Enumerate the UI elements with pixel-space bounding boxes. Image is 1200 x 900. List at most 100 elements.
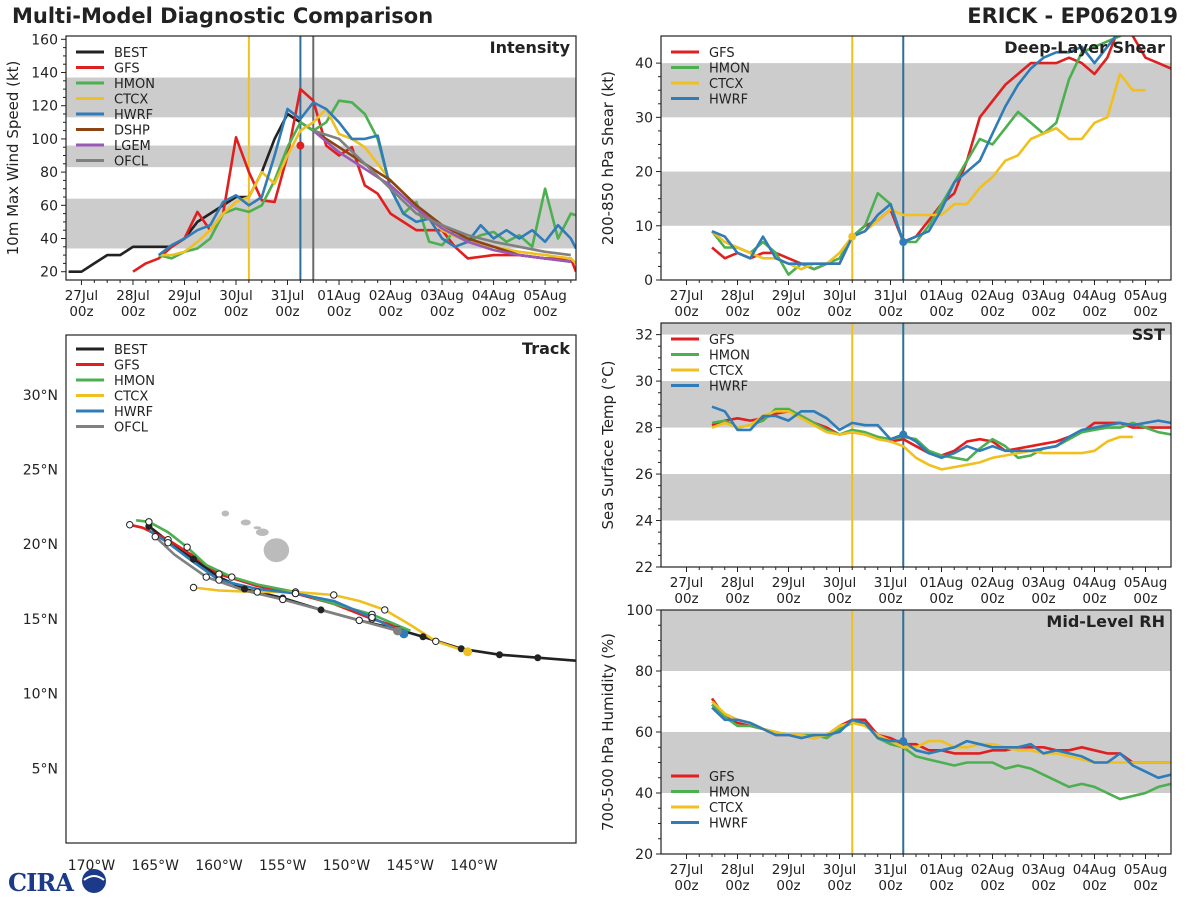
forecast-point bbox=[215, 576, 223, 584]
x-tick-label: 00z bbox=[1031, 591, 1055, 607]
lat-tick-label: 5°N bbox=[32, 761, 58, 777]
x-tick-label: 00z bbox=[121, 304, 145, 320]
x-tick-label: 00z bbox=[430, 304, 454, 320]
x-tick-label: 04Aug bbox=[1073, 575, 1117, 591]
x-tick-label: 00z bbox=[1082, 304, 1106, 320]
y-tick-label: 40 bbox=[40, 232, 58, 248]
island-land bbox=[263, 538, 290, 563]
series-line-hwrf bbox=[711, 405, 1171, 460]
forecast-point bbox=[183, 543, 191, 551]
series-line-hwrf bbox=[711, 36, 1118, 266]
panel-title: Intensity bbox=[490, 38, 571, 57]
x-tick-label: 01Aug bbox=[317, 288, 361, 304]
forecast-point bbox=[432, 637, 440, 645]
forecast-point bbox=[164, 538, 172, 547]
x-tick-label: 00z bbox=[827, 878, 851, 894]
x-tick-label: 00z bbox=[878, 591, 902, 607]
x-tick-label: 27Jul bbox=[670, 575, 703, 591]
best-track-point bbox=[496, 651, 503, 659]
panel-title: Track bbox=[522, 339, 570, 358]
shaded-band bbox=[661, 323, 1171, 335]
plot-area bbox=[66, 36, 576, 280]
panel-title: SST bbox=[1132, 325, 1165, 344]
x-tick-label: 00z bbox=[533, 304, 557, 320]
y-tick-label: 60 bbox=[635, 725, 653, 741]
x-tick-label: 31Jul bbox=[874, 862, 907, 878]
y-tick-label: 24 bbox=[635, 514, 653, 530]
shaded-band bbox=[66, 145, 576, 168]
panel-title: Mid-Level RH bbox=[1046, 612, 1165, 631]
x-tick-label: 00z bbox=[929, 304, 953, 320]
shaded-band bbox=[661, 610, 1171, 671]
best-track-point bbox=[419, 633, 427, 641]
y-tick-label: 32 bbox=[635, 328, 653, 344]
lat-tick-label: 30°N bbox=[23, 388, 58, 404]
legend-label: CTCX bbox=[114, 390, 148, 405]
x-tick-label: 28Jul bbox=[116, 288, 149, 304]
forecast-point bbox=[355, 616, 363, 625]
legend-label: BEST bbox=[114, 343, 147, 358]
x-tick-label: 00z bbox=[776, 878, 800, 894]
panel-title: Deep-Layer Shear bbox=[1004, 38, 1165, 57]
x-tick-label: 01Aug bbox=[920, 575, 964, 591]
forecast-point bbox=[291, 589, 300, 598]
shaded-band bbox=[661, 474, 1171, 521]
forecast-point bbox=[253, 588, 261, 596]
axes-frame bbox=[65, 334, 577, 844]
y-tick-label: 20 bbox=[635, 165, 653, 181]
plot-area bbox=[661, 36, 1171, 280]
y-tick-label: 30 bbox=[635, 374, 653, 390]
x-tick-label: 05Aug bbox=[1124, 575, 1168, 591]
shaded-band bbox=[661, 171, 1171, 226]
series-line-hwrf bbox=[711, 706, 1171, 780]
legend-label: GFS bbox=[709, 333, 735, 348]
x-tick-label: 00z bbox=[776, 304, 800, 320]
x-tick-label: 05Aug bbox=[523, 288, 567, 304]
x-tick-label: 30Jul bbox=[823, 575, 856, 591]
lon-tick-label: 140°W bbox=[450, 858, 498, 874]
x-tick-label: 30Jul bbox=[823, 288, 856, 304]
panel-track: 170°W 165°W 160°W 155°W 150°W 145°W 140°W 5°N 10… bbox=[23, 334, 577, 874]
y-tick-label: 0 bbox=[644, 273, 653, 289]
y-tick-label: 100 bbox=[626, 603, 653, 619]
x-tick-label: 00z bbox=[674, 304, 698, 320]
legend-label: BEST bbox=[114, 46, 147, 61]
x-tick-label: 00z bbox=[224, 304, 248, 320]
island-land bbox=[221, 510, 230, 517]
y-axis-label: 10m Max Wind Speed (kt) bbox=[4, 61, 22, 256]
island-land bbox=[253, 526, 262, 530]
best-track-point bbox=[190, 555, 197, 563]
legend-label: HWRF bbox=[114, 108, 153, 123]
series-line-ofcl bbox=[312, 129, 571, 257]
legend-label: HMON bbox=[709, 349, 750, 364]
y-tick-label: 80 bbox=[635, 664, 653, 680]
x-tick-label: 00z bbox=[827, 304, 851, 320]
y-tick-label: 22 bbox=[635, 560, 653, 576]
legend-label: GFS bbox=[709, 46, 735, 61]
forecast-point bbox=[330, 591, 338, 599]
x-tick-label: 04Aug bbox=[1073, 862, 1117, 878]
x-tick-label: 05Aug bbox=[1124, 288, 1168, 304]
panel-sst: 22242628303227Jul00z28Jul00z29Jul00z30Ju… bbox=[599, 322, 1172, 607]
x-tick-label: 00z bbox=[275, 304, 299, 320]
legend-label: HMON bbox=[709, 62, 750, 77]
legend-label: HWRF bbox=[114, 405, 153, 420]
x-tick-label: 30Jul bbox=[823, 862, 856, 878]
legend-label: CTCX bbox=[709, 364, 743, 379]
forecast-start-marker bbox=[899, 238, 908, 247]
x-tick-label: 04Aug bbox=[1073, 288, 1117, 304]
lon-tick-label: 165°W bbox=[131, 858, 179, 874]
legend-label: GFS bbox=[114, 62, 140, 77]
y-tick-label: 20 bbox=[635, 847, 653, 863]
logo-text: CIRA bbox=[8, 868, 74, 897]
x-tick-label: 02Aug bbox=[369, 288, 413, 304]
x-tick-label: 00z bbox=[1082, 878, 1106, 894]
forecast-point bbox=[228, 573, 236, 581]
legend-label: LGEM bbox=[114, 139, 151, 154]
x-tick-label: 00z bbox=[776, 591, 800, 607]
forecast-point bbox=[279, 595, 287, 604]
y-tick-label: 28 bbox=[635, 421, 653, 437]
x-tick-label: 00z bbox=[1031, 304, 1055, 320]
shaded-band bbox=[66, 198, 576, 249]
x-tick-label: 00z bbox=[878, 304, 902, 320]
